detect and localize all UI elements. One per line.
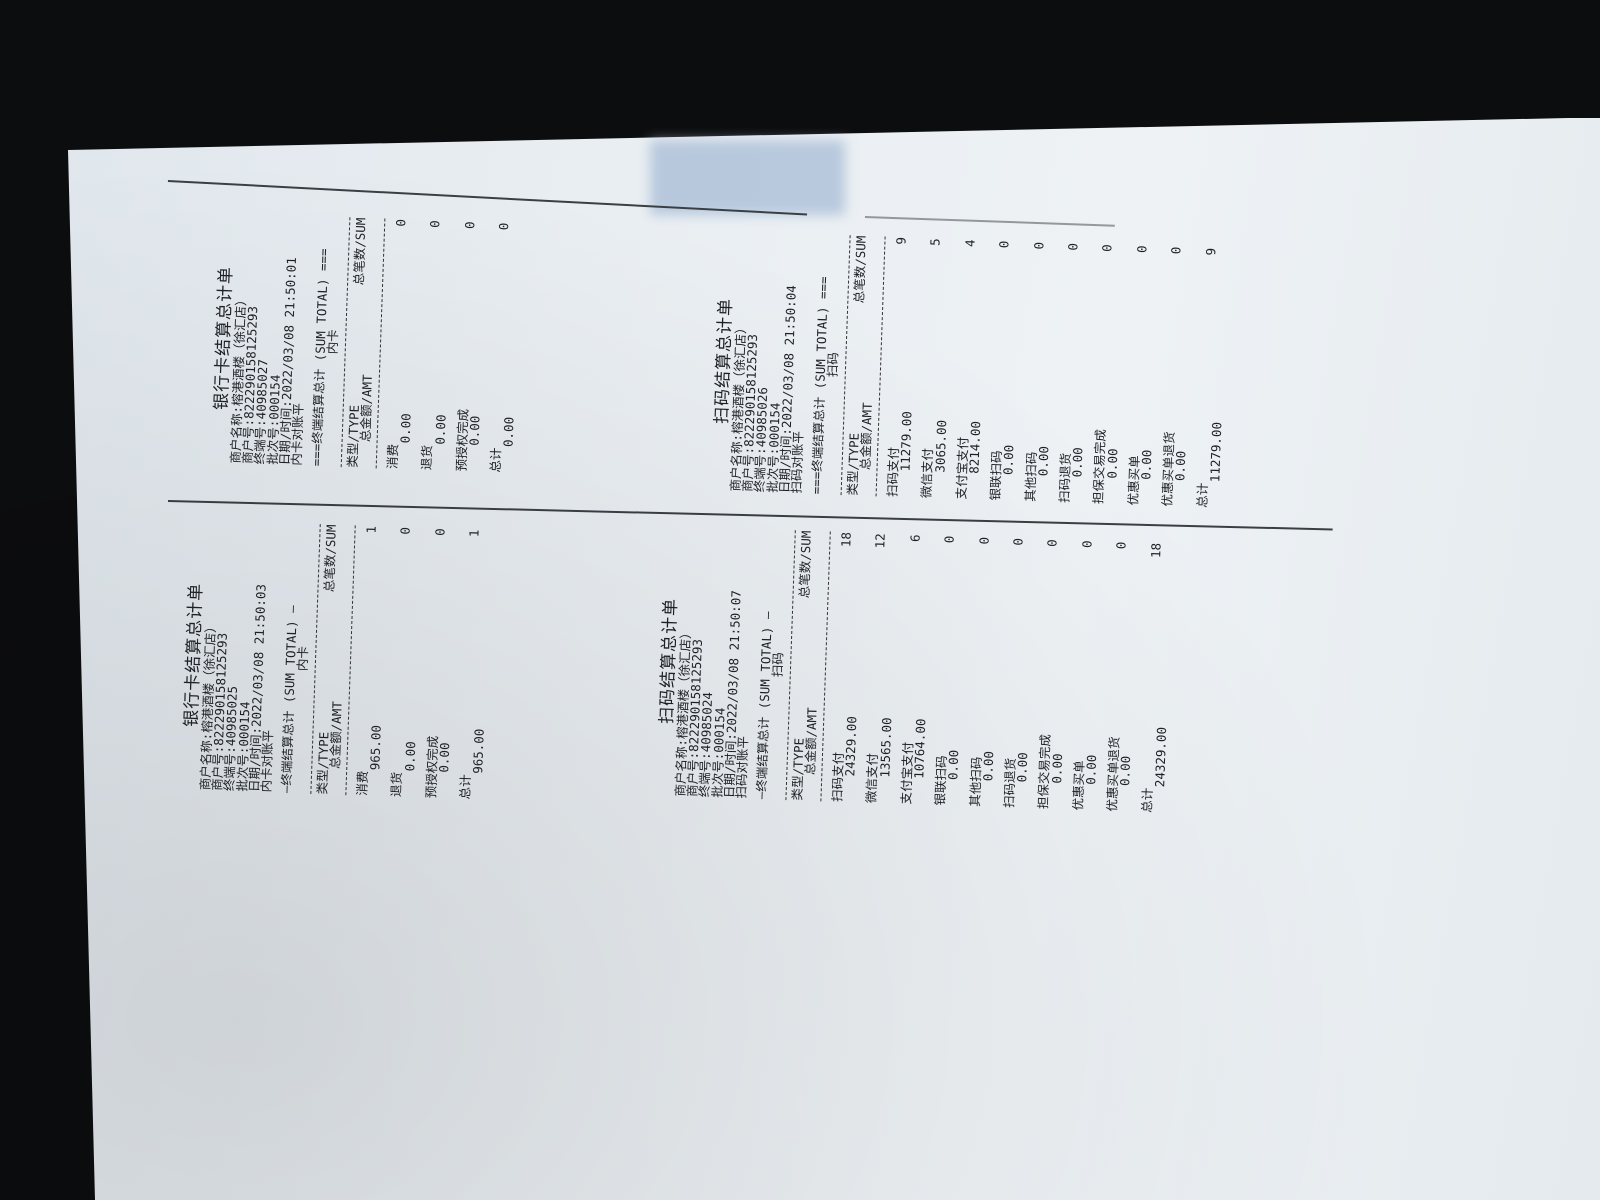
item-count: 0 bbox=[1134, 245, 1150, 254]
item-count: 0 bbox=[427, 220, 443, 229]
line-item: 支付宝支付 4 8214.00 bbox=[953, 239, 988, 500]
item-count: 5 bbox=[927, 238, 944, 247]
column-sum: 总笔数/SUM bbox=[850, 235, 869, 304]
item-count: 0 bbox=[432, 528, 448, 537]
line-item: 优惠买单退货 0 0.00 bbox=[1160, 246, 1195, 507]
item-count: 9 bbox=[893, 236, 909, 245]
line-item: 总计 9 11279.00 bbox=[1194, 247, 1229, 509]
line-item: 扫码退货 0 0.00 bbox=[1057, 242, 1092, 504]
item-count: 18 bbox=[838, 531, 854, 548]
item-count: 0 bbox=[1168, 246, 1184, 255]
line-item: 总计 0 0.00 bbox=[487, 222, 523, 473]
line-item: 消费 1 965.00 bbox=[354, 525, 390, 797]
item-count: 12 bbox=[872, 533, 889, 549]
line-item: 支付宝支付 6 10764.00 bbox=[898, 534, 934, 805]
item-label: 退货 bbox=[388, 771, 405, 798]
item-count: 0 bbox=[1079, 540, 1095, 549]
line-item: 优惠买单退货 0 0.00 bbox=[1104, 541, 1140, 812]
item-count: 0 bbox=[496, 222, 512, 231]
settlement-receipt: 银行卡结算总计单 商户名称:榕港酒楼（徐汇店） 商户号:82229015812529… bbox=[180, 520, 619, 805]
line-item: 扫码支付 18 24329.00 bbox=[829, 531, 865, 803]
line-item: 扫码退货 0 0.00 bbox=[1001, 537, 1037, 809]
item-count: 0 bbox=[1044, 539, 1061, 548]
item-count: 9 bbox=[1202, 247, 1219, 256]
item-count: 0 bbox=[996, 240, 1012, 249]
line-item: 担保交易完成 0 0.00 bbox=[1036, 539, 1072, 810]
settlement-receipt: 银行卡结算总计单 商户名称:榕港酒楼（徐汇店） 商户号:82229015812529… bbox=[211, 213, 639, 478]
item-label: 总计 bbox=[457, 774, 474, 800]
item-label: 总计 bbox=[487, 447, 504, 473]
line-item: 预授权完成 0 0.00 bbox=[453, 221, 488, 472]
item-count: 0 bbox=[393, 218, 409, 227]
settlement-receipt: 扫码结算总计单 商户名称:榕港酒楼（徐汇店） 商户号:822290158125293… bbox=[711, 231, 1370, 514]
item-count: 0 bbox=[941, 535, 957, 544]
item-count: 0 bbox=[397, 526, 414, 535]
item-label: 退货 bbox=[419, 444, 435, 471]
item-count: 0 bbox=[976, 536, 992, 545]
column-sum: 总笔数/SUM bbox=[321, 524, 339, 593]
line-item: 退货 0 0.00 bbox=[388, 526, 425, 798]
item-count: 0 bbox=[1065, 242, 1081, 251]
line-item: 预授权完成 0 0.00 bbox=[423, 528, 459, 799]
item-count: 6 bbox=[907, 534, 923, 543]
item-count: 1 bbox=[466, 529, 482, 538]
line-item: 其他扫码 0 0.00 bbox=[1022, 241, 1057, 503]
item-count: 4 bbox=[962, 239, 978, 248]
line-item: 优惠买单 0 0.00 bbox=[1125, 245, 1160, 506]
line-item: 消费 0 0.00 bbox=[384, 218, 420, 470]
line-item: 退货 0 0.00 bbox=[419, 220, 454, 471]
line-item: 总计 1 965.00 bbox=[457, 529, 493, 800]
line-item: 其他扫码 0 0.00 bbox=[967, 536, 1003, 808]
item-count: 0 bbox=[1010, 537, 1026, 546]
item-label: 消费 bbox=[354, 770, 371, 797]
item-label: 消费 bbox=[384, 443, 401, 470]
line-item: 微信支付 5 3065.00 bbox=[919, 238, 954, 499]
column-sum: 总笔数/SUM bbox=[350, 217, 369, 286]
item-count: 1 bbox=[363, 525, 379, 534]
item-count: 0 bbox=[1113, 541, 1129, 550]
column-sum: 总笔数/SUM bbox=[796, 530, 814, 599]
line-item: 扫码支付 9 11279.00 bbox=[885, 236, 920, 498]
item-count: 0 bbox=[461, 221, 478, 230]
light-glare bbox=[650, 140, 845, 215]
item-label: 总计 bbox=[1194, 482, 1210, 508]
settlement-receipt: 扫码结算总计单 商户名称:榕港酒楼（徐汇店） 商户号:822290158125293… bbox=[655, 526, 1314, 819]
item-count: 18 bbox=[1147, 542, 1164, 559]
line-item: 优惠买单 0 0.00 bbox=[1070, 540, 1106, 811]
line-item: 担保交易完成 0 0.00 bbox=[1091, 244, 1126, 505]
line-item: 微信支付 12 13565.00 bbox=[864, 533, 900, 804]
line-item: 银联扫码 0 0.00 bbox=[988, 240, 1023, 501]
item-label: 总计 bbox=[1138, 787, 1155, 813]
item-count: 0 bbox=[1099, 244, 1115, 253]
item-count: 0 bbox=[1030, 241, 1047, 250]
line-item: 总计 18 24329.00 bbox=[1138, 542, 1175, 814]
line-item: 银联扫码 0 0.00 bbox=[933, 535, 969, 806]
